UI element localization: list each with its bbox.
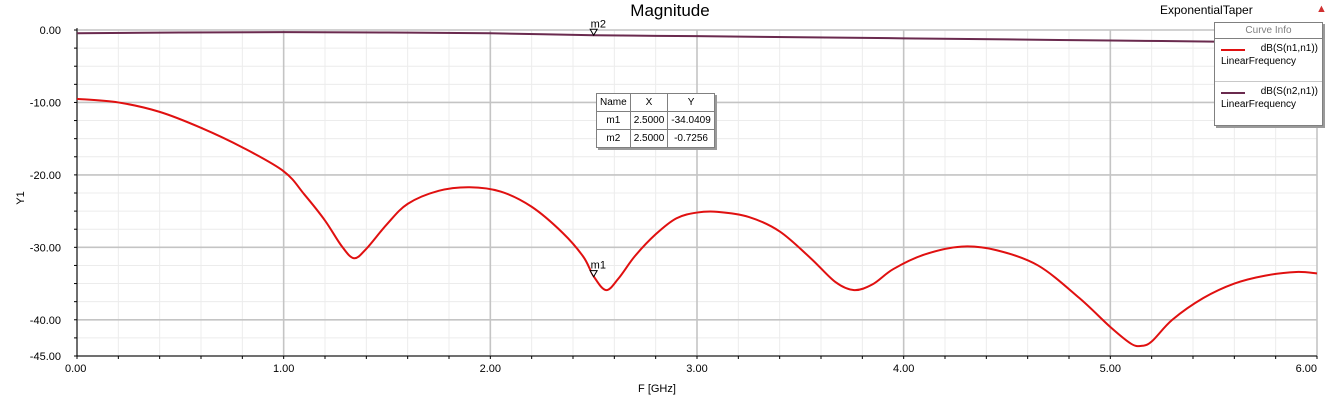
legend-swatch xyxy=(1221,49,1245,51)
x-tick-label: 1.00 xyxy=(273,363,294,375)
legend-item-name: dB(S(n1,n1)) xyxy=(1260,43,1318,54)
y-tick-label: -45.00 xyxy=(30,351,61,363)
marker-m1-triangle xyxy=(589,270,599,278)
marker-col-x: X xyxy=(629,93,669,112)
marker-col-name: Name xyxy=(596,93,631,112)
legend-item-sub: LinearFrequency xyxy=(1221,56,1297,67)
legend-item-s11[interactable]: dB(S(n1,n1)) LinearFrequency xyxy=(1215,39,1322,82)
project-name: ExponentialTaper xyxy=(1160,3,1253,17)
chart-title: Magnitude xyxy=(630,1,710,20)
marker-cell: m1 xyxy=(596,111,631,130)
y-tick-label: -40.00 xyxy=(30,315,61,327)
x-tick-label: 4.00 xyxy=(893,363,914,375)
x-tick-label: 3.00 xyxy=(686,363,707,375)
marker-row-m1[interactable]: m1 2.5000 -34.0409 xyxy=(596,111,715,130)
x-tick-label: 6.00 xyxy=(1296,363,1317,375)
marker-m1-label: m1 xyxy=(591,260,606,272)
y-tick-label: -20.00 xyxy=(30,170,61,182)
legend-item-sub: LinearFrequency xyxy=(1221,99,1297,110)
marker-cell: 2.5000 xyxy=(629,129,669,148)
marker-row-m2[interactable]: m2 2.5000 -0.7256 xyxy=(596,129,715,148)
series-line-s21 xyxy=(76,31,1318,44)
marker-m2-label: m2 xyxy=(591,18,606,30)
legend-item-name: dB(S(n2,n1)) xyxy=(1260,86,1318,97)
y-tick-label: -30.00 xyxy=(30,242,61,254)
y-tick-label: -10.00 xyxy=(30,97,61,109)
marker-col-y: Y xyxy=(667,93,715,112)
legend-item-s21[interactable]: dB(S(n2,n1)) LinearFrequency xyxy=(1215,82,1322,124)
marker-cell: m2 xyxy=(596,129,631,148)
x-axis-label: F [GHz] xyxy=(638,383,676,395)
series-line-s11 xyxy=(76,97,1318,348)
marker-cell: 2.5000 xyxy=(629,111,669,130)
legend-title: Curve Info xyxy=(1215,23,1322,39)
legend-swatch xyxy=(1221,92,1245,94)
marker-table-header: Name X Y xyxy=(596,93,715,112)
x-tick-label: 0.00 xyxy=(65,363,86,375)
y-axis-label: Y1 xyxy=(15,191,27,204)
x-tick-label: 2.00 xyxy=(480,363,501,375)
marker-cell: -34.0409 xyxy=(667,111,715,130)
marker-m2-triangle xyxy=(589,28,599,37)
x-tick-label: 5.00 xyxy=(1100,363,1121,375)
marker-table[interactable]: Name X Y m1 2.5000 -34.0409 m2 2.5000 -0… xyxy=(596,93,715,148)
marker-cell: -0.7256 xyxy=(667,129,715,148)
curve-info-legend[interactable]: Curve Info dB(S(n1,n1)) LinearFrequency … xyxy=(1214,22,1323,126)
y-tick-label: 0.00 xyxy=(40,25,61,37)
warning-icon[interactable]: ▲ xyxy=(1316,3,1327,15)
